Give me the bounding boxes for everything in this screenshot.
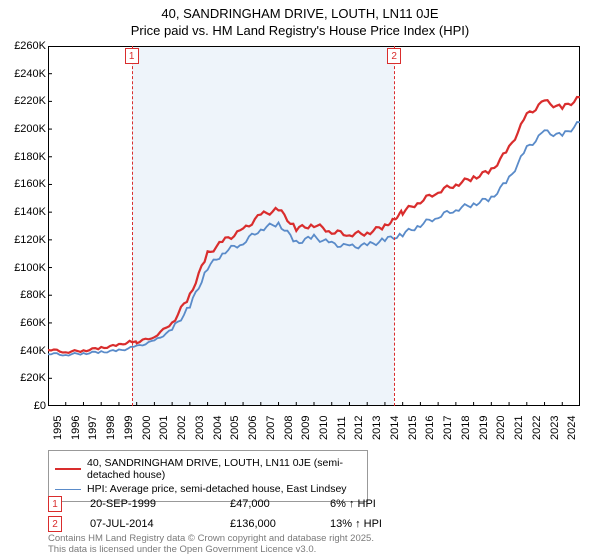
y-tick-label: £80K bbox=[2, 289, 46, 301]
x-tick-label: 2011 bbox=[336, 416, 348, 440]
sale-row-marker: 1 bbox=[48, 496, 62, 512]
sale-pct: 13% ↑ HPI bbox=[330, 518, 430, 530]
x-tick-label: 2009 bbox=[300, 416, 312, 440]
sale-price: £136,000 bbox=[230, 518, 330, 530]
y-tick-label: £260K bbox=[2, 40, 46, 52]
y-tick-label: £240K bbox=[2, 68, 46, 80]
sale-marker-2: 2 bbox=[387, 48, 401, 64]
x-tick-label: 1999 bbox=[123, 416, 135, 440]
plot-area: 12 bbox=[48, 46, 580, 406]
x-tick-label: 2006 bbox=[247, 416, 259, 440]
y-tick-label: £100K bbox=[2, 262, 46, 274]
sale-date: 07-JUL-2014 bbox=[90, 518, 230, 530]
x-tick-label: 1997 bbox=[87, 416, 99, 440]
footer-attribution: Contains HM Land Registry data © Crown c… bbox=[48, 534, 374, 556]
y-tick-label: £120K bbox=[2, 234, 46, 246]
x-tick-label: 2014 bbox=[389, 416, 401, 440]
x-tick-label: 2000 bbox=[141, 416, 153, 440]
chart-svg bbox=[48, 46, 580, 406]
x-tick-label: 2001 bbox=[158, 416, 170, 440]
x-tick-label: 2008 bbox=[283, 416, 295, 440]
x-tick-label: 2017 bbox=[442, 416, 454, 440]
sale-pct: 6% ↑ HPI bbox=[330, 498, 430, 510]
y-tick-label: £60K bbox=[2, 317, 46, 329]
sale-row-marker: 2 bbox=[48, 516, 62, 532]
x-tick-label: 2020 bbox=[495, 416, 507, 440]
sale-row: 1 20-SEP-1999£47,0006% ↑ HPI bbox=[48, 496, 430, 512]
x-tick-label: 2002 bbox=[176, 416, 188, 440]
x-tick-label: 2013 bbox=[371, 416, 383, 440]
x-tick-label: 2010 bbox=[318, 416, 330, 440]
y-tick-label: £0 bbox=[2, 400, 46, 412]
x-tick-label: 2004 bbox=[212, 416, 224, 440]
sale-price: £47,000 bbox=[230, 498, 330, 510]
x-tick-label: 2012 bbox=[353, 416, 365, 440]
series-price_paid bbox=[48, 97, 580, 353]
x-axis-labels: 1995 1996 1997 1998 1999 2000 2001 2002 2003 2004… bbox=[48, 408, 580, 448]
sales-table: 1 20-SEP-1999£47,0006% ↑ HPI 2 07-JUL-2014£… bbox=[48, 492, 430, 536]
x-tick-label: 1998 bbox=[105, 416, 117, 440]
x-tick-label: 1995 bbox=[52, 416, 64, 440]
x-tick-label: 2023 bbox=[549, 416, 561, 440]
x-tick-label: 2015 bbox=[407, 416, 419, 440]
title-subtitle: Price paid vs. HM Land Registry's House … bbox=[0, 23, 600, 38]
y-tick-label: £200K bbox=[2, 123, 46, 135]
x-tick-label: 2021 bbox=[513, 416, 525, 440]
sale-date: 20-SEP-1999 bbox=[90, 498, 230, 510]
y-tick-label: £180K bbox=[2, 151, 46, 163]
y-tick-label: £160K bbox=[2, 178, 46, 190]
x-tick-label: 2003 bbox=[194, 416, 206, 440]
y-tick-label: £140K bbox=[2, 206, 46, 218]
sale-vline-2 bbox=[394, 46, 395, 406]
x-tick-label: 2016 bbox=[424, 416, 436, 440]
footer-line2: This data is licensed under the Open Gov… bbox=[48, 545, 374, 556]
legend-swatch bbox=[55, 468, 81, 470]
y-tick-label: £220K bbox=[2, 95, 46, 107]
x-tick-label: 2005 bbox=[229, 416, 241, 440]
sale-row: 2 07-JUL-2014£136,00013% ↑ HPI bbox=[48, 516, 430, 532]
title-block: 40, SANDRINGHAM DRIVE, LOUTH, LN11 0JE P… bbox=[0, 0, 600, 38]
legend-label: 40, SANDRINGHAM DRIVE, LOUTH, LN11 0JE (… bbox=[87, 457, 361, 481]
x-tick-label: 2007 bbox=[265, 416, 277, 440]
sale-vline-1 bbox=[132, 46, 133, 406]
chart-container: 40, SANDRINGHAM DRIVE, LOUTH, LN11 0JE P… bbox=[0, 0, 600, 560]
x-tick-label: 2019 bbox=[478, 416, 490, 440]
y-tick-label: £20K bbox=[2, 372, 46, 384]
legend-swatch bbox=[55, 489, 81, 490]
legend-row-price_paid: 40, SANDRINGHAM DRIVE, LOUTH, LN11 0JE (… bbox=[55, 457, 361, 481]
x-tick-label: 2022 bbox=[531, 416, 543, 440]
y-tick-label: £40K bbox=[2, 345, 46, 357]
x-tick-label: 2024 bbox=[566, 416, 578, 440]
x-tick-label: 1996 bbox=[70, 416, 82, 440]
x-tick-label: 2018 bbox=[460, 416, 472, 440]
title-address: 40, SANDRINGHAM DRIVE, LOUTH, LN11 0JE bbox=[0, 6, 600, 21]
sale-marker-1: 1 bbox=[125, 48, 139, 64]
